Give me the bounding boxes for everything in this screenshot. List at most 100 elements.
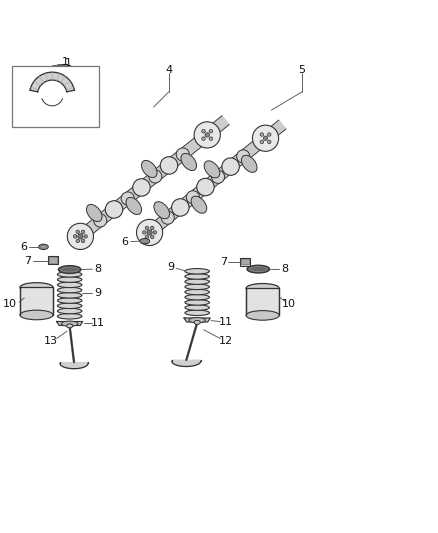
- Ellipse shape: [194, 122, 220, 148]
- Ellipse shape: [67, 223, 93, 249]
- Ellipse shape: [57, 293, 82, 298]
- Circle shape: [78, 234, 83, 239]
- Bar: [20, 287, 53, 315]
- Ellipse shape: [246, 284, 279, 293]
- Text: 5: 5: [298, 65, 305, 75]
- Circle shape: [76, 230, 80, 233]
- Circle shape: [145, 226, 149, 230]
- Circle shape: [268, 140, 271, 144]
- Ellipse shape: [57, 287, 82, 293]
- Ellipse shape: [141, 160, 157, 177]
- Ellipse shape: [154, 201, 170, 219]
- Ellipse shape: [185, 295, 209, 300]
- Bar: [240, 258, 251, 265]
- Ellipse shape: [186, 191, 199, 204]
- Polygon shape: [60, 362, 88, 369]
- Ellipse shape: [60, 267, 79, 272]
- Circle shape: [76, 239, 80, 243]
- Ellipse shape: [149, 170, 162, 183]
- Ellipse shape: [20, 282, 53, 292]
- Ellipse shape: [237, 150, 250, 163]
- Ellipse shape: [185, 310, 209, 316]
- Circle shape: [147, 230, 152, 235]
- Circle shape: [74, 235, 77, 238]
- Bar: [48, 256, 58, 264]
- Bar: [12, 66, 99, 127]
- Circle shape: [145, 235, 149, 239]
- Ellipse shape: [61, 321, 78, 326]
- Circle shape: [263, 136, 268, 140]
- Ellipse shape: [142, 240, 148, 243]
- Ellipse shape: [172, 199, 189, 216]
- Ellipse shape: [181, 154, 197, 171]
- Ellipse shape: [204, 161, 220, 178]
- Bar: [241, 259, 249, 264]
- Ellipse shape: [57, 272, 82, 277]
- Ellipse shape: [247, 265, 270, 273]
- Ellipse shape: [57, 303, 82, 309]
- Ellipse shape: [160, 157, 178, 174]
- Circle shape: [81, 239, 85, 243]
- Ellipse shape: [40, 245, 46, 248]
- Circle shape: [84, 235, 87, 238]
- Text: 13: 13: [44, 336, 58, 346]
- Ellipse shape: [39, 244, 48, 249]
- Ellipse shape: [194, 320, 200, 325]
- Text: 7: 7: [220, 257, 227, 267]
- Ellipse shape: [126, 197, 141, 215]
- Text: 7: 7: [24, 256, 32, 266]
- Bar: [246, 288, 279, 316]
- Ellipse shape: [57, 313, 82, 319]
- Bar: [49, 257, 57, 263]
- Ellipse shape: [161, 211, 174, 224]
- Ellipse shape: [191, 196, 207, 213]
- Polygon shape: [69, 116, 229, 247]
- Ellipse shape: [185, 289, 209, 295]
- Ellipse shape: [185, 284, 209, 289]
- Ellipse shape: [241, 155, 257, 172]
- Polygon shape: [172, 360, 201, 367]
- Text: 6: 6: [20, 242, 27, 252]
- Ellipse shape: [185, 305, 209, 310]
- Text: 8: 8: [281, 264, 288, 274]
- Circle shape: [143, 231, 146, 234]
- Ellipse shape: [249, 266, 268, 271]
- Ellipse shape: [189, 318, 205, 323]
- Ellipse shape: [58, 265, 81, 273]
- Circle shape: [150, 235, 154, 239]
- Ellipse shape: [67, 324, 73, 328]
- Circle shape: [209, 137, 213, 140]
- Text: 10: 10: [4, 298, 17, 309]
- Circle shape: [202, 130, 205, 133]
- Circle shape: [268, 133, 271, 136]
- Ellipse shape: [94, 214, 107, 227]
- Ellipse shape: [176, 148, 189, 161]
- Ellipse shape: [246, 311, 279, 320]
- Circle shape: [202, 137, 205, 140]
- Ellipse shape: [140, 239, 150, 244]
- Circle shape: [150, 226, 154, 230]
- Text: 8: 8: [94, 264, 101, 273]
- Ellipse shape: [133, 179, 150, 196]
- Text: 12: 12: [219, 336, 233, 346]
- Ellipse shape: [185, 269, 209, 274]
- Circle shape: [209, 130, 213, 133]
- Ellipse shape: [252, 125, 279, 151]
- Text: 10: 10: [282, 298, 296, 309]
- Text: 4: 4: [165, 65, 172, 75]
- Ellipse shape: [137, 220, 162, 246]
- Circle shape: [205, 133, 209, 137]
- Ellipse shape: [105, 201, 123, 218]
- Ellipse shape: [86, 205, 102, 222]
- Ellipse shape: [222, 158, 239, 175]
- Text: 1: 1: [65, 58, 72, 68]
- Text: 9: 9: [167, 262, 174, 272]
- Ellipse shape: [185, 279, 209, 285]
- Text: 6: 6: [122, 238, 129, 247]
- Circle shape: [260, 133, 264, 136]
- Polygon shape: [57, 321, 83, 326]
- Ellipse shape: [57, 282, 82, 288]
- Ellipse shape: [57, 277, 82, 282]
- Ellipse shape: [57, 298, 82, 303]
- Ellipse shape: [121, 192, 134, 205]
